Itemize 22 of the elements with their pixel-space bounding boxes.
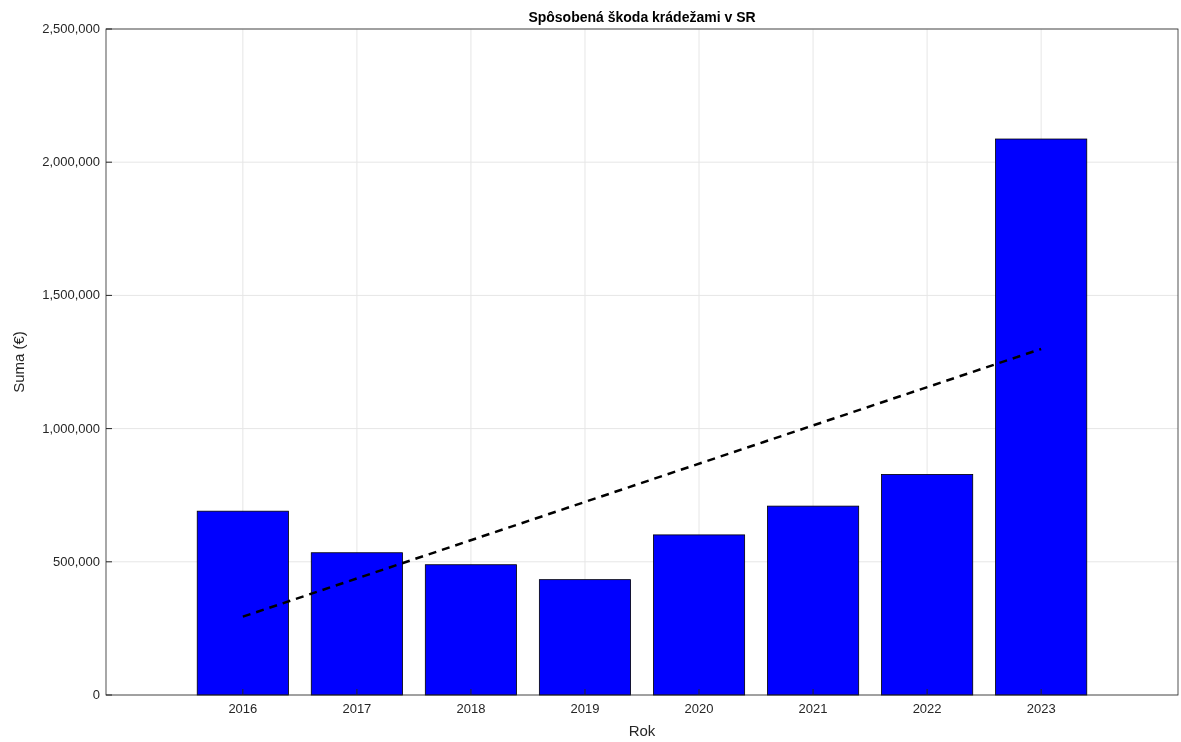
bar bbox=[424, 564, 517, 696]
x-tick-label: 2017 bbox=[342, 701, 372, 716]
bar bbox=[881, 474, 974, 696]
y-tick-label: 500,000 bbox=[53, 553, 100, 569]
bar bbox=[767, 505, 860, 696]
bar bbox=[538, 579, 631, 696]
x-axis-title: Rok bbox=[628, 722, 656, 739]
y-tick-label: 0 bbox=[92, 687, 100, 702]
y-tick-label: 1,500,000 bbox=[42, 287, 100, 303]
x-tick-label: 2021 bbox=[798, 701, 828, 716]
x-tick-label: 2020 bbox=[684, 701, 714, 716]
chart-title: Spôsobená škoda krádežami v SR bbox=[528, 9, 756, 25]
y-tick-label: 2,500,000 bbox=[42, 21, 100, 36]
x-tick-label: 2019 bbox=[570, 701, 600, 716]
x-tick-label: 2022 bbox=[912, 701, 942, 716]
y-axis-title: Suma (€) bbox=[10, 331, 27, 393]
y-tick-label: 2,000,000 bbox=[42, 154, 100, 170]
y-tick-label: 1,000,000 bbox=[42, 420, 100, 436]
x-tick-label: 2018 bbox=[456, 701, 486, 716]
x-tick-label: 2016 bbox=[228, 701, 258, 716]
x-tick-label: 2023 bbox=[1026, 701, 1056, 716]
bar bbox=[653, 534, 746, 696]
